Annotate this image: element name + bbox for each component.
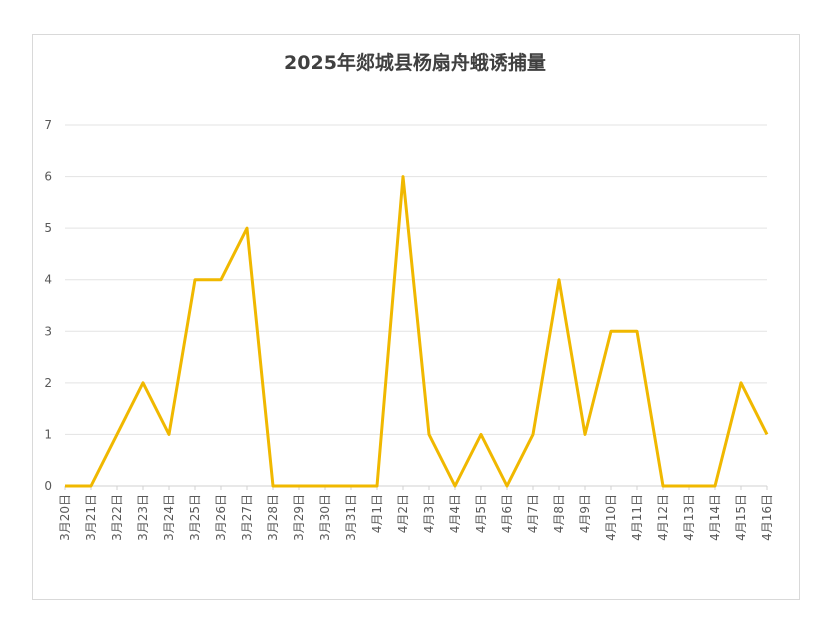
- gridlines: [65, 124, 767, 487]
- x-tick-label: 4月13日: [682, 494, 696, 541]
- y-axis: 0 1 2 3 4 5 6 7: [44, 118, 52, 493]
- chart-title: 2025年郯城县杨扇舟蛾诱捕量: [284, 52, 546, 74]
- x-tick-label: 4月15日: [734, 494, 748, 541]
- x-tick-label: 3月27日: [240, 494, 254, 541]
- x-tick-label: 3月28日: [266, 494, 280, 541]
- y-tick-label: 5: [44, 221, 52, 235]
- x-tick-label: 3月22日: [110, 494, 124, 541]
- x-axis: 3月20日 3月21日 3月22日 3月23日 3月24日 3月25日 3月26日 3月27日…: [58, 486, 774, 541]
- x-tick-label: 3月23日: [136, 494, 150, 541]
- x-tick-label: 3月21日: [84, 494, 98, 541]
- y-tick-label: 6: [44, 170, 52, 184]
- x-tick-label: 4月5日: [474, 494, 488, 533]
- x-tick-label: 3月31日: [344, 494, 358, 541]
- x-tick-label: 4月16日: [760, 494, 774, 541]
- y-tick-label: 3: [44, 324, 52, 338]
- x-tick-label: 3月30日: [318, 494, 332, 541]
- y-tick-label: 2: [44, 376, 52, 390]
- y-tick-label: 7: [44, 118, 52, 132]
- x-tick-label: 3月29日: [292, 494, 306, 541]
- series: [64, 175, 769, 488]
- y-tick-label: 1: [44, 427, 52, 441]
- x-tick-label: 4月8日: [552, 494, 566, 533]
- y-tick-label: 4: [44, 273, 52, 287]
- x-tick-label: 4月1日: [370, 494, 384, 533]
- x-tick-label: 4月3日: [422, 494, 436, 533]
- x-tick-label: 4月10日: [604, 494, 618, 541]
- x-tick-label: 4月11日: [630, 494, 644, 541]
- x-tick-label: 4月2日: [396, 494, 410, 533]
- x-tick-label: 4月6日: [500, 494, 514, 533]
- x-tick-label: 3月26日: [214, 494, 228, 541]
- x-tick-label: 3月24日: [162, 494, 176, 541]
- x-tick-label: 4月9日: [578, 494, 592, 533]
- x-tick-label: 4月14日: [708, 494, 722, 541]
- x-tick-label: 3月25日: [188, 494, 202, 541]
- x-tick-label: 3月20日: [58, 494, 72, 541]
- x-tick-label: 4月7日: [526, 494, 540, 533]
- x-tick-label: 4月4日: [448, 494, 462, 533]
- series-line: [65, 175, 769, 488]
- x-tick-label: 4月12日: [656, 494, 670, 541]
- y-tick-label: 0: [44, 479, 52, 493]
